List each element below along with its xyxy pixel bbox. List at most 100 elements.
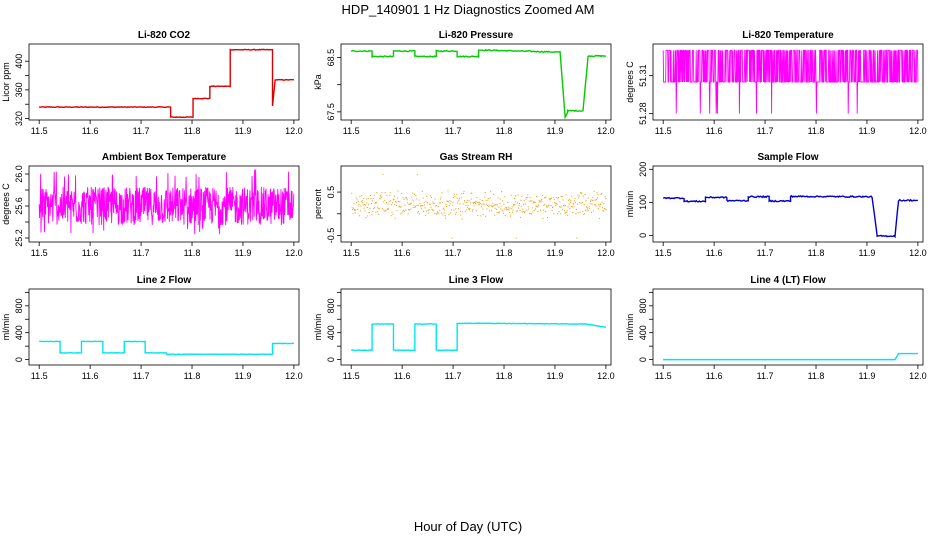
data-point	[596, 198, 598, 200]
data-point	[472, 201, 474, 203]
data-point	[522, 211, 524, 213]
data-point	[435, 205, 437, 207]
data-point	[443, 207, 445, 209]
series-line	[662, 49, 919, 114]
data-point	[600, 203, 602, 205]
data-point	[562, 199, 564, 201]
data-point	[429, 203, 431, 205]
data-point	[560, 196, 562, 198]
y-tick-label: 0	[14, 357, 24, 362]
data-point	[390, 215, 392, 217]
data-point	[484, 192, 486, 194]
data-point	[597, 208, 599, 210]
data-point	[386, 208, 388, 210]
data-point	[384, 191, 386, 193]
data-point	[360, 201, 362, 203]
data-point	[435, 213, 437, 215]
data-point	[480, 203, 482, 205]
data-point	[440, 196, 442, 198]
data-point	[375, 202, 377, 204]
data-point	[540, 200, 542, 202]
panel-title: Line 4 (LT) Flow	[750, 275, 826, 286]
panel-8: Line 3 Flow 11.5 11.6 11.7 11.8 11.9 12.0 0 400 8…	[313, 275, 615, 381]
data-point	[389, 192, 391, 194]
data-point	[529, 213, 531, 215]
y-axis-label: ml/min	[625, 314, 635, 341]
data-point	[555, 197, 557, 199]
x-tick-label: 11.9	[235, 248, 252, 258]
data-point	[568, 203, 570, 205]
data-point	[372, 210, 374, 212]
data-point	[519, 203, 520, 205]
data-point	[537, 204, 539, 206]
data-point	[397, 197, 399, 199]
data-point	[407, 213, 409, 215]
data-point	[574, 202, 576, 204]
x-tick-label: 11.5	[343, 248, 360, 258]
data-point	[542, 209, 544, 211]
x-tick-label: 11.7	[757, 248, 774, 258]
panel-title: Li-820 Temperature	[742, 30, 834, 41]
data-point	[407, 202, 409, 204]
data-point	[473, 205, 475, 207]
y-axis-label: ml/min	[1, 314, 11, 341]
y-tick-label: 400	[14, 325, 24, 340]
data-point	[362, 204, 364, 206]
data-point	[548, 204, 550, 206]
x-tick-label: 11.8	[496, 248, 513, 258]
data-point	[508, 209, 510, 211]
data-point	[557, 198, 559, 200]
panel-title: Sample Flow	[757, 152, 818, 163]
x-tick-label: 11.8	[184, 248, 201, 258]
data-point	[425, 215, 427, 217]
x-tick-label: 11.8	[496, 371, 513, 381]
data-point	[497, 197, 499, 199]
data-point	[380, 194, 382, 196]
data-point	[458, 208, 460, 210]
data-point	[424, 207, 426, 209]
data-point	[470, 198, 472, 200]
data-point	[504, 214, 506, 216]
data-point	[486, 208, 488, 210]
data-point	[507, 208, 509, 210]
data-point	[545, 196, 547, 198]
data-point	[498, 211, 500, 213]
data-point	[387, 207, 389, 209]
data-point	[423, 202, 425, 204]
data-point	[438, 202, 440, 204]
y-tick-label: 400	[638, 325, 648, 340]
data-point	[414, 205, 416, 207]
data-point	[543, 204, 545, 206]
data-point	[521, 211, 523, 213]
data-point	[544, 203, 546, 205]
data-point	[386, 202, 388, 204]
data-point	[388, 201, 390, 203]
data-point	[385, 209, 387, 211]
data-point	[436, 213, 438, 215]
data-point	[494, 207, 496, 209]
data-point	[578, 195, 580, 197]
data-point	[523, 200, 525, 202]
data-point	[566, 210, 568, 212]
data-point	[456, 193, 458, 195]
data-point	[363, 207, 365, 209]
data-point	[514, 201, 516, 203]
data-point	[392, 213, 394, 215]
y-tick-label: 800	[326, 298, 336, 313]
data-point	[476, 201, 478, 203]
data-point	[549, 199, 551, 201]
x-tick-label: 11.8	[808, 126, 825, 136]
series-line	[38, 169, 295, 235]
plot-data	[350, 322, 607, 352]
data-point	[554, 203, 556, 205]
data-point	[544, 197, 546, 199]
plot-frame	[28, 165, 300, 243]
data-point	[386, 194, 388, 196]
data-point	[556, 204, 558, 206]
data-point	[524, 211, 526, 213]
data-point	[552, 206, 554, 208]
data-point	[533, 209, 535, 211]
data-point	[605, 198, 607, 200]
data-point	[352, 209, 354, 211]
data-point	[560, 213, 562, 215]
